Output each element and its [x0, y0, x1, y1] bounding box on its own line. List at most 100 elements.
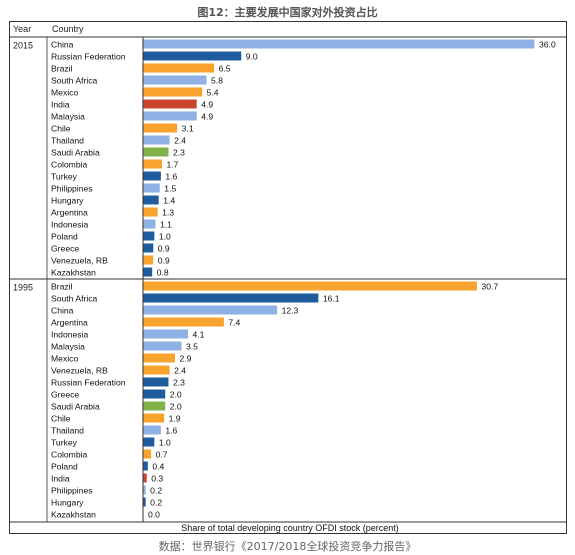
value-label-y2015-philippines: 1.5 — [164, 184, 176, 194]
country-label-y1995-hungary: Hungary — [51, 498, 84, 508]
value-label-y1995-india: 0.3 — [151, 474, 163, 484]
value-label-y1995-poland: 0.4 — [152, 462, 164, 472]
bar-y1995-philippines — [143, 485, 146, 495]
bar-y2015-philippines — [143, 183, 160, 193]
bar-y2015-south-africa — [143, 75, 207, 85]
country-label-y2015-chile: Chile — [51, 124, 71, 134]
country-label-y1995-kazakhstan: Kazakhstan — [51, 510, 96, 520]
value-label-y1995-hungary: 0.2 — [150, 498, 162, 508]
bar-y1995-brazil — [143, 281, 477, 291]
bar-y2015-colombia — [143, 159, 162, 169]
bar-y2015-india — [143, 99, 197, 109]
value-label-y2015-indonesia: 1.1 — [160, 220, 172, 230]
value-label-y2015-poland: 1.0 — [159, 232, 171, 242]
value-label-y1995-saudi-arabia: 2.0 — [170, 402, 182, 412]
country-label-y2015-greece: Greece — [51, 244, 79, 254]
country-label-y1995-argentina: Argentina — [51, 318, 88, 328]
value-label-y2015-saudi-arabia: 2.3 — [173, 148, 185, 158]
bar-y1995-argentina — [143, 317, 224, 327]
value-label-y1995-brazil: 30.7 — [481, 282, 498, 292]
value-label-y2015-south-africa: 5.8 — [211, 76, 223, 86]
country-label-y2015-philippines: Philippines — [51, 184, 93, 194]
country-label-y2015-hungary: Hungary — [51, 196, 84, 206]
bar-y1995-greece — [143, 389, 166, 399]
bar-y2015-venezuela-rb — [143, 255, 154, 265]
country-label-y1995-colombia: Colombia — [51, 450, 88, 460]
bar-y1995-chile — [143, 413, 165, 423]
country-label-y2015-china: China — [51, 40, 74, 50]
country-label-y1995-indonesia: Indonesia — [51, 330, 88, 340]
value-label-y1995-thailand: 1.6 — [165, 426, 177, 436]
year-column-header: Year — [13, 24, 31, 34]
country-label-y2015-poland: Poland — [51, 232, 78, 242]
country-label-y1995-brazil: Brazil — [51, 282, 73, 292]
bar-y2015-chile — [143, 123, 178, 133]
bar-y2015-greece — [143, 243, 154, 253]
bar-y2015-russian-federation — [143, 51, 242, 61]
bar-y1995-colombia — [143, 449, 152, 459]
bar-y1995-india — [143, 473, 147, 483]
bar-y1995-venezuela-rb — [143, 365, 170, 375]
country-label-y2015-kazakhstan: Kazakhstan — [51, 268, 96, 278]
value-label-y2015-kazakhstan: 0.8 — [157, 268, 169, 278]
value-label-y1995-greece: 2.0 — [170, 390, 182, 400]
country-label-y2015-india: India — [51, 100, 70, 110]
bar-y2015-mexico — [143, 87, 203, 97]
value-label-y2015-brazil: 6.5 — [219, 64, 231, 74]
bar-y2015-kazakhstan — [143, 267, 153, 277]
bar-y2015-argentina — [143, 207, 158, 217]
value-label-y2015-turkey: 1.6 — [165, 172, 177, 182]
country-label-y1995-thailand: Thailand — [51, 426, 84, 436]
value-label-y2015-china: 36.0 — [539, 40, 556, 50]
country-label-y1995-chile: Chile — [51, 414, 71, 424]
value-label-y1995-turkey: 1.0 — [159, 438, 171, 448]
bar-y1995-malaysia — [143, 341, 182, 351]
value-label-y2015-colombia: 1.7 — [166, 160, 178, 170]
country-label-y2015-indonesia: Indonesia — [51, 220, 88, 230]
country-label-y1995-india: India — [51, 474, 70, 484]
bar-y1995-south-africa — [143, 293, 319, 303]
bar-y1995-saudi-arabia — [143, 401, 166, 411]
value-label-y1995-malaysia: 3.5 — [186, 342, 198, 352]
bar-y2015-hungary — [143, 195, 159, 205]
country-label-y2015-argentina: Argentina — [51, 208, 88, 218]
country-label-y2015-thailand: Thailand — [51, 136, 84, 146]
bar-y1995-hungary — [143, 497, 146, 507]
country-label-y2015-venezuela-rb: Venezuela, RB — [51, 256, 108, 266]
value-label-y2015-russian-federation: 9.0 — [246, 52, 258, 62]
country-label-y2015-mexico: Mexico — [51, 88, 78, 98]
country-label-y1995-saudi-arabia: Saudi Arabia — [51, 402, 100, 412]
country-label-y1995-greece: Greece — [51, 390, 79, 400]
value-label-y1995-colombia: 0.7 — [156, 450, 168, 460]
country-label-y1995-venezuela-rb: Venezuela, RB — [51, 366, 108, 376]
value-label-y1995-argentina: 7.4 — [228, 318, 240, 328]
year-label-y2015: 2015 — [13, 41, 33, 51]
bar-y1995-poland — [143, 461, 148, 471]
country-label-y2015-malaysia: Malaysia — [51, 112, 85, 122]
bars-layer: 2015 China 36.0 Russian Federation 9.0 Brazil… — [13, 39, 556, 520]
country-label-y2015-turkey: Turkey — [51, 172, 78, 182]
bar-y2015-china — [143, 39, 535, 49]
value-label-y2015-chile: 3.1 — [182, 124, 194, 134]
bar-y2015-saudi-arabia — [143, 147, 169, 157]
year-label-y1995: 1995 — [13, 283, 33, 293]
country-label-y1995-poland: Poland — [51, 462, 78, 472]
country-label-y1995-mexico: Mexico — [51, 354, 78, 364]
bar-y2015-brazil — [143, 63, 215, 73]
bar-y1995-thailand — [143, 425, 161, 435]
value-label-y2015-hungary: 1.4 — [163, 196, 175, 206]
country-label-y1995-russian-federation: Russian Federation — [51, 378, 126, 388]
value-label-y2015-argentina: 1.3 — [162, 208, 174, 218]
x-axis-label: Share of total developing country OFDI s… — [181, 523, 399, 533]
value-label-y1995-venezuela-rb: 2.4 — [174, 366, 186, 376]
source-note: 数据：世界银行《2017/2018全球投资竞争力报告》 — [158, 540, 417, 553]
chart-frame — [9, 21, 567, 534]
bar-y1995-mexico — [143, 353, 175, 363]
value-label-y2015-india: 4.9 — [201, 100, 213, 110]
bar-y1995-russian-federation — [143, 377, 169, 387]
value-label-y2015-thailand: 2.4 — [174, 136, 186, 146]
bar-y1995-turkey — [143, 437, 155, 447]
bar-y1995-china — [143, 305, 278, 315]
country-label-y2015-saudi-arabia: Saudi Arabia — [51, 148, 100, 158]
